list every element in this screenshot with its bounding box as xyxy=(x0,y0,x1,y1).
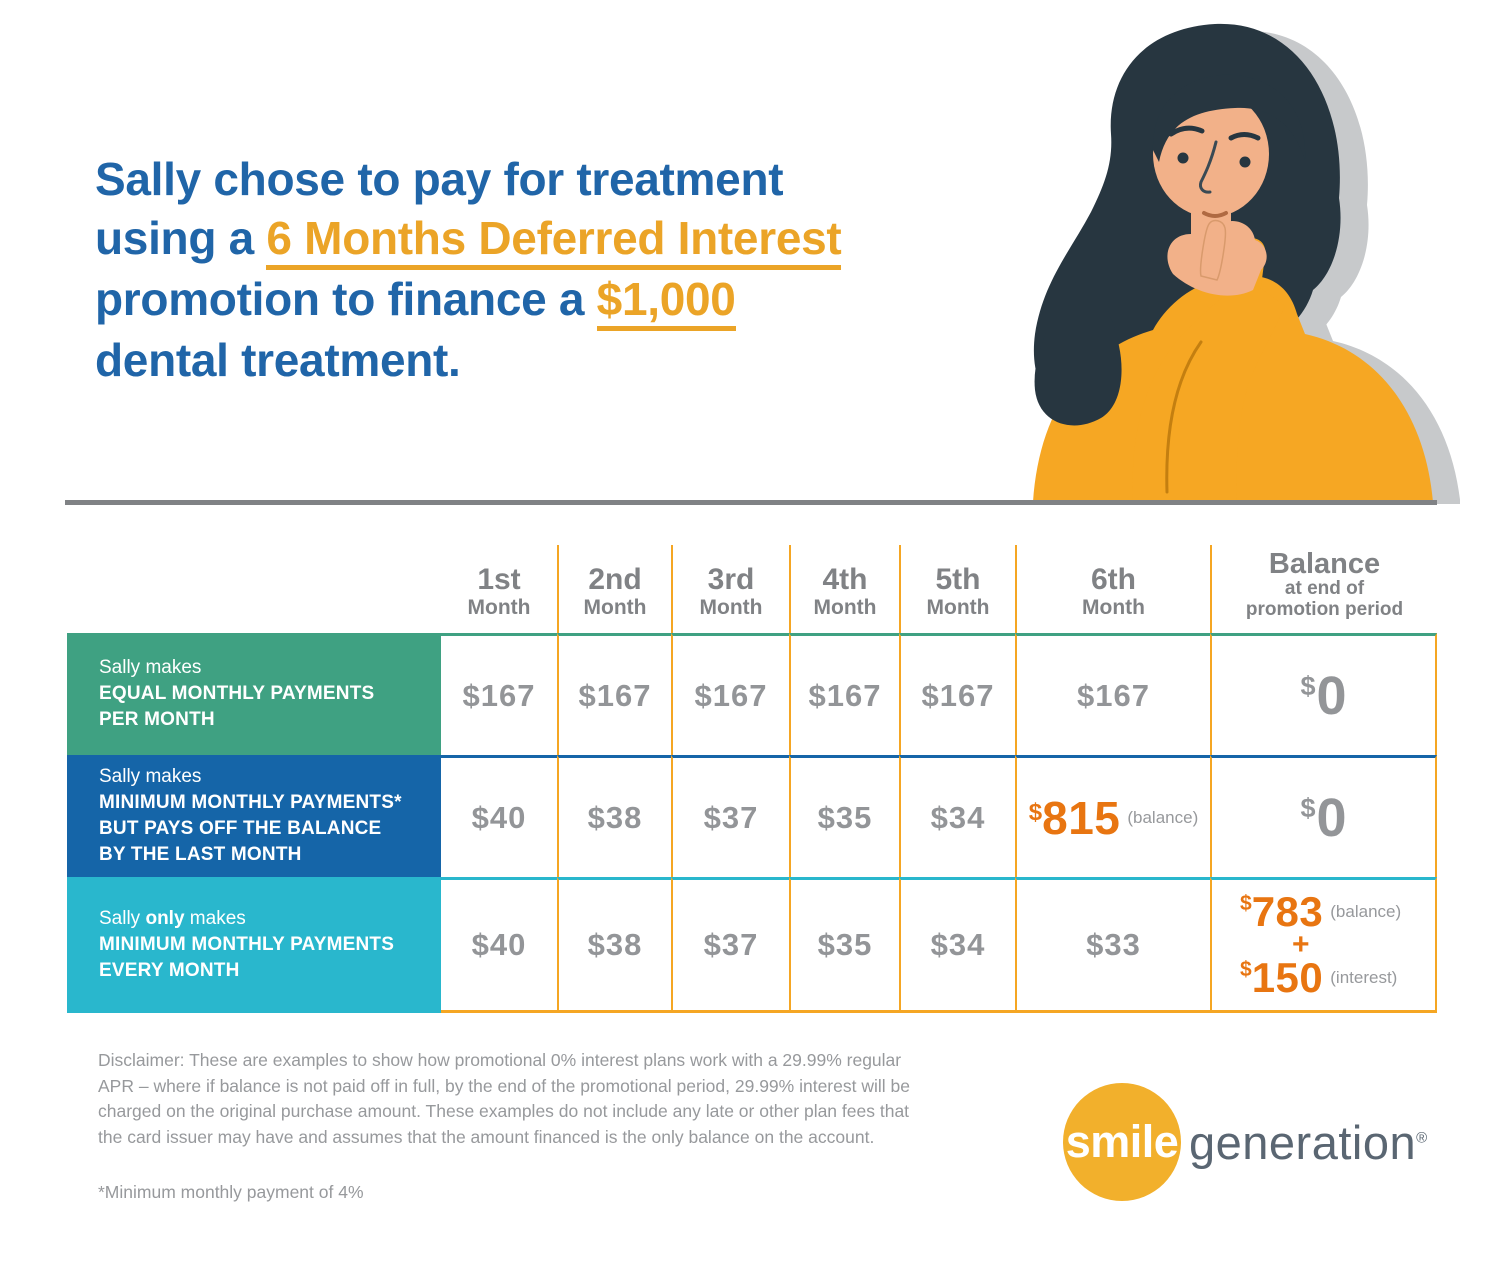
headline: Sally chose to pay for treatment using a… xyxy=(95,150,1055,390)
header-month-3: 3rd Month xyxy=(671,545,789,633)
header-month-5: 5th Month xyxy=(899,545,1015,633)
balance-owed-line: $783 (balance) xyxy=(1240,888,1402,935)
payment-cell: $40 xyxy=(441,877,557,1013)
payment-cell: $37 xyxy=(671,755,789,877)
sleeve-seam xyxy=(1165,340,1203,494)
payment-cell: $167 xyxy=(671,633,789,755)
row-label-minimum-only: Sally only makes MINIMUM MONTHLY PAYMENT… xyxy=(67,877,441,1013)
headline-promo-highlight: 6 Months Deferred Interest xyxy=(266,214,842,270)
mouth xyxy=(1202,211,1228,218)
header-month-6: 6th Month xyxy=(1015,545,1210,633)
logo-word-smile: smile xyxy=(1065,1116,1179,1167)
payment-cell: $40 xyxy=(441,755,557,877)
table-corner-empty xyxy=(67,545,441,633)
payment-cell: $167 xyxy=(557,633,671,755)
payment-cell: $33 xyxy=(1015,877,1210,1013)
dollar-sign: $ xyxy=(1028,798,1043,826)
payment-cell: $34 xyxy=(899,877,1015,1013)
header-month-1: 1st Month xyxy=(441,545,557,633)
header-balance: Balance at end of promotion period xyxy=(1210,545,1437,633)
plus-sign: + xyxy=(1292,928,1310,961)
eye-left xyxy=(1177,152,1189,164)
payment-cell: $35 xyxy=(789,877,899,1013)
hair-front xyxy=(1152,74,1306,162)
payment-cell: $34 xyxy=(899,755,1015,877)
nose xyxy=(1199,140,1218,194)
interest-owed-line: $150 (interest) xyxy=(1240,954,1398,1001)
balloon-payment-cell: $815 (balance) xyxy=(1015,755,1210,877)
eyebrow-right xyxy=(1228,132,1261,141)
header-month-2: 2nd Month xyxy=(557,545,671,633)
row-label-equal-payments: Sally makes EQUAL MONTHLY PAYMENTS PER M… xyxy=(67,633,441,755)
headline-line2-prefix: using a xyxy=(95,212,267,264)
hair-lock xyxy=(1034,270,1122,426)
eyebrow-left xyxy=(1168,125,1205,137)
payment-cell: $37 xyxy=(671,877,789,1013)
footnote-text: *Minimum monthly payment of 4% xyxy=(98,1182,364,1202)
payment-cell: $167 xyxy=(789,633,899,755)
dollar-sign: $ xyxy=(1300,670,1316,701)
dollar-sign: $ xyxy=(1240,892,1252,915)
headline-line3-prefix: promotion to finance a xyxy=(95,273,597,325)
payment-cell: $167 xyxy=(441,633,557,755)
thinking-woman-illustration xyxy=(1033,23,1460,504)
balance-cell-owed: $783 (balance) + $150 (interest) xyxy=(1210,877,1437,1013)
payment-cell: $38 xyxy=(557,755,671,877)
balance-note: (balance) xyxy=(1330,902,1402,921)
dollar-sign: $ xyxy=(1300,792,1316,823)
balance-note: (balance) xyxy=(1127,807,1199,827)
finger xyxy=(1199,219,1227,281)
row-label-minimum-payoff: Sally makes MINIMUM MONTHLY PAYMENTS* BU… xyxy=(67,755,441,877)
headline-line1: Sally chose to pay for treatment xyxy=(95,153,784,205)
headline-amount-highlight: $1,000 xyxy=(596,275,736,331)
balance-cell-zero: $0 xyxy=(1210,633,1437,755)
smile-generation-logo: smile generation® xyxy=(1063,1083,1428,1201)
payment-table: 1st Month 2nd Month 3rd Month 4th Month … xyxy=(67,545,1437,1013)
payment-cell: $35 xyxy=(789,755,899,877)
headline-line4: dental treatment. xyxy=(95,334,461,386)
sweater-arm xyxy=(1132,280,1285,502)
payment-cell: $167 xyxy=(899,633,1015,755)
payment-cell: $167 xyxy=(1015,633,1210,755)
eye-right xyxy=(1239,156,1251,168)
header-month-4: 4th Month xyxy=(789,545,899,633)
balance-cell-zero: $0 xyxy=(1210,755,1437,877)
disclaimer-text: Disclaimer: These are examples to show h… xyxy=(98,1050,910,1147)
payment-cell: $38 xyxy=(557,877,671,1013)
logo-word-generation: generation® xyxy=(1189,1115,1428,1169)
interest-note: (interest) xyxy=(1330,968,1398,987)
section-divider xyxy=(65,500,1437,505)
logo-sun-circle: smile xyxy=(1063,1083,1181,1201)
dollar-sign: $ xyxy=(1240,958,1252,981)
registered-trademark-icon: ® xyxy=(1416,1128,1428,1146)
